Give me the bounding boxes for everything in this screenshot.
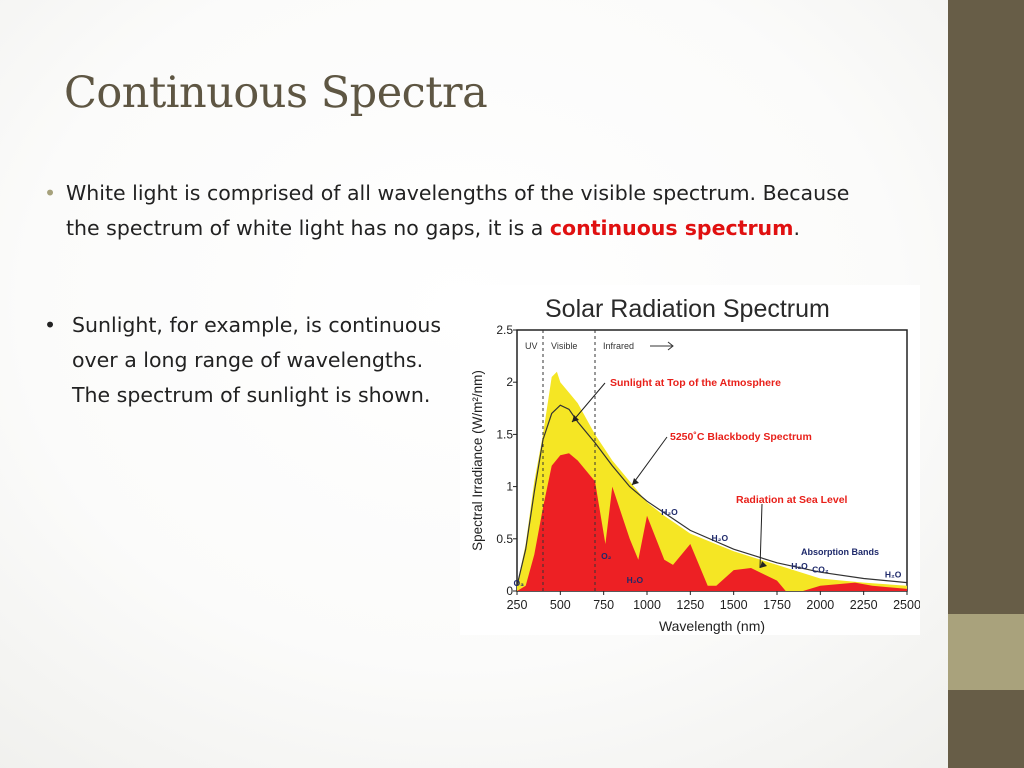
region-label-infrared: Infrared	[603, 341, 634, 351]
x-tick-label: 2500	[893, 598, 920, 612]
solar-spectrum-chart: Solar Radiation Spectrum UV Visible Infrare…	[460, 285, 920, 635]
annotation-pointer	[759, 503, 763, 569]
absorption-label: H₂O	[627, 575, 644, 585]
annotation-label: 5250˚C Blackbody Spectrum	[670, 431, 812, 443]
annotation-pointer	[631, 436, 668, 486]
absorption-label: O₃	[513, 578, 524, 588]
bullet-text-end: .	[793, 216, 801, 240]
annotation-label: Sunlight at Top of the Atmosphere	[610, 377, 781, 389]
bullet-sunlight: • Sunlight, for example, is continuous o…	[44, 308, 452, 413]
chart-svg: Solar Radiation Spectrum UV Visible Infrare…	[470, 295, 920, 634]
annotation-arrowhead	[760, 561, 767, 568]
absorption-label: H₂O	[885, 570, 902, 580]
y-tick-label: 2.5	[496, 323, 513, 337]
x-tick-label: 500	[550, 598, 571, 612]
x-tick-label: 1750	[763, 598, 791, 612]
x-tick-label: 2000	[806, 598, 834, 612]
annotation-pointer	[571, 382, 606, 423]
bullet-white-light: • White light is comprised of all wavele…	[44, 176, 866, 246]
x-tick-label: 1500	[720, 598, 748, 612]
absorption-label: O₂	[601, 551, 612, 561]
chart-title: Solar Radiation Spectrum	[545, 295, 830, 323]
side-decoration-accent	[948, 614, 1024, 690]
infrared-arrow	[650, 341, 674, 351]
annotation-arrowhead	[572, 415, 579, 422]
annotation-label: Radiation at Sea Level	[736, 494, 848, 506]
highlight-term: continuous spectrum	[549, 216, 794, 240]
y-tick-label: 1	[506, 480, 513, 494]
absorption-label: H₂O	[791, 561, 808, 571]
x-tick-label: 2250	[850, 598, 878, 612]
x-tick-label: 750	[593, 598, 614, 612]
annotation-arrowhead	[632, 478, 639, 485]
region-label-visible: Visible	[551, 341, 577, 351]
y-tick-label: 0	[506, 584, 513, 598]
series-blackbody-line	[516, 404, 908, 586]
bullet-dot: •	[44, 181, 57, 205]
x-tick-label: 1000	[633, 598, 661, 612]
absorption-label: CO₂	[812, 564, 829, 574]
y-axis-label: Spectral Irradiance (W/m²/nm)	[470, 370, 485, 551]
annotation-label: Absorption Bands	[801, 547, 879, 557]
x-tick-label: 1250	[676, 598, 704, 612]
bullet-dot: •	[44, 313, 57, 337]
x-tick-label: 250	[507, 598, 528, 612]
bullet-text: Sunlight, for example, is continuous ove…	[72, 313, 442, 407]
slide-title: Continuous Spectra	[64, 68, 488, 118]
absorption-label: H₂O	[661, 507, 678, 517]
y-tick-label: 1.5	[496, 427, 513, 441]
region-label-uv: UV	[525, 341, 538, 351]
y-tick-label: 2	[506, 375, 513, 389]
y-tick-label: 0.5	[496, 532, 513, 546]
series-sea-level-area	[517, 453, 907, 591]
bullet-text: White light is comprised of all waveleng…	[66, 181, 850, 240]
x-axis-label: Wavelength (nm)	[659, 618, 765, 634]
absorption-label: H₂O	[712, 533, 729, 543]
